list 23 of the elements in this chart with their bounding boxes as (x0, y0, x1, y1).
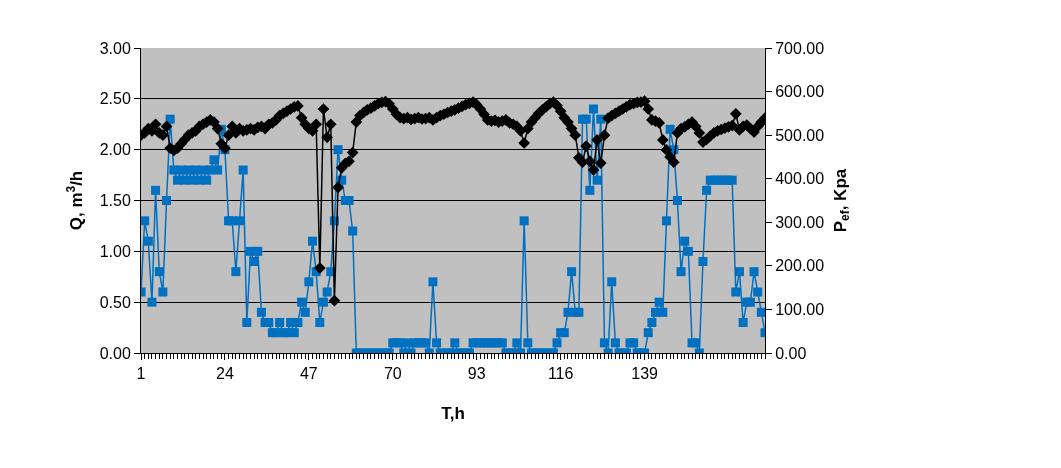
x-tick-label: 139 (631, 365, 659, 383)
y2-tick-label: 100.00 (775, 301, 825, 319)
y2-tick-label: 300.00 (775, 213, 825, 231)
x-tick-label: 93 (467, 365, 486, 383)
y2-tick-label: 500.00 (775, 126, 825, 144)
x-tick-label: 47 (299, 365, 318, 383)
x-axis-title: T,h (441, 403, 465, 423)
y-tick-label: 2.00 (99, 141, 131, 159)
y-tick-label: 0.00 (99, 344, 131, 362)
y2-tick-label: 0.00 (775, 344, 807, 362)
x-tick-label: 70 (383, 365, 402, 383)
y-tick-label: 1.50 (99, 192, 131, 210)
y-tick-label: 2.50 (99, 90, 131, 108)
y2-tick-label: 200.00 (775, 257, 825, 275)
y2-tick-label: 700.00 (775, 39, 825, 57)
x-tick-label: 1 (136, 365, 146, 383)
y2-tick-label: 400.00 (775, 170, 825, 188)
y-tick-label: 3.00 (99, 39, 131, 57)
x-tick-label: 116 (547, 365, 574, 383)
x-tick-label: 24 (216, 365, 234, 383)
y-tick-label: 0.50 (99, 293, 131, 311)
y2-tick-label: 600.00 (775, 83, 825, 101)
y-tick-label: 1.00 (99, 242, 131, 260)
